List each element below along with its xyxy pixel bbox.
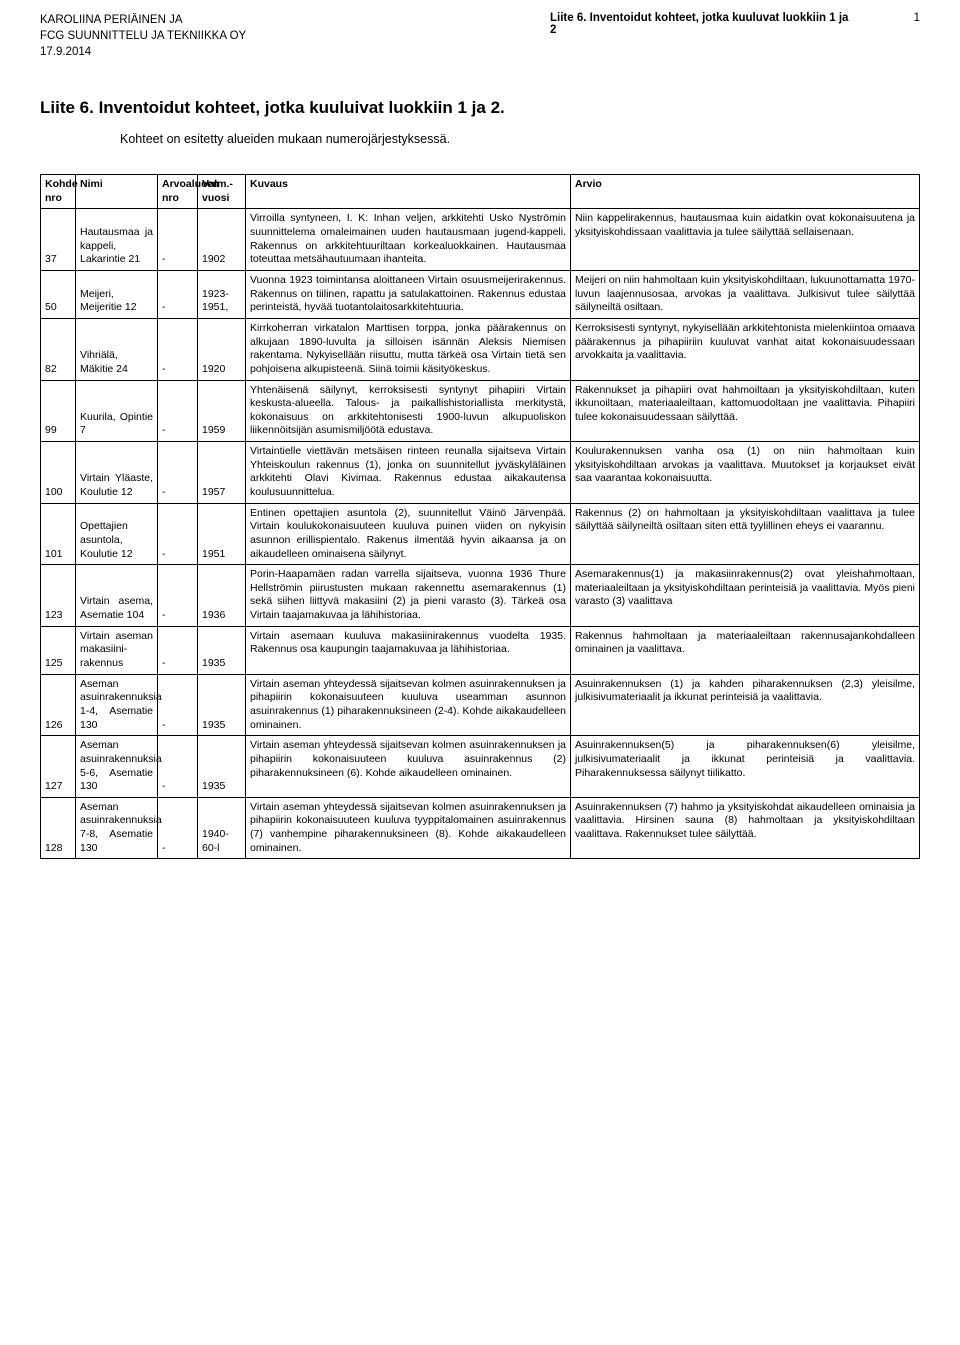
cell-vuosi: 1957 [198,442,246,504]
cell-nimi: Vihriälä, Mäkitie 24 [76,318,158,380]
cell-arvo: - [158,380,198,442]
cell-arvio: Rakennus hahmoltaan ja materiaaleiltaan … [571,626,920,674]
table-row: 126Aseman asuinrakennuksia 1-4, Asematie… [41,674,920,736]
cell-kuvaus: Virtaintielle viettävän metsäisen rintee… [246,442,571,504]
cell-nimi: Kuurila, Opintie 7 [76,380,158,442]
document-page: KAROLIINA PERIÄINEN JA FCG SUUNNITTELU J… [0,0,960,1345]
page-subtitle: Kohteet on esitetty alueiden mukaan nume… [120,132,920,146]
cell-kuvaus: Yhtenäisenä säilynyt, kerroksisesti synt… [246,380,571,442]
table-row: 100Virtain Yläaste, Koulutie 12-1957Virt… [41,442,920,504]
table-row: 123Virtain asema, Asematie 104-1936Porin… [41,565,920,627]
cell-kuvaus: Vuonna 1923 toimintansa aloittaneen Virt… [246,271,571,319]
cell-vuosi: 1935 [198,626,246,674]
table-row: 99Kuurila, Opintie 7-1959Yhtenäisenä säi… [41,380,920,442]
header-author: KAROLIINA PERIÄINEN JA [40,12,246,28]
cell-vuosi: 1923-1951, [198,271,246,319]
col-header-kuvaus: Kuvaus [246,175,571,209]
header-right: Liite 6. Inventoidut kohteet, jotka kuul… [550,12,920,44]
cell-kuvaus: Virtain aseman yhteydessä sijaitsevan ko… [246,736,571,798]
cell-arvio: Meijeri on niin hahmoltaan kuin yksityis… [571,271,920,319]
header-date: 17.9.2014 [40,46,920,58]
cell-kuvaus: Virtain aseman yhteydessä sijaitsevan ko… [246,797,571,859]
cell-vuosi: 1935 [198,736,246,798]
cell-kuvaus: Virroilla syntyneen, I. K: Inhan veljen,… [246,209,571,271]
cell-nimi: Virtain Yläaste, Koulutie 12 [76,442,158,504]
cell-vuosi: 1936 [198,565,246,627]
cell-nro: 128 [41,797,76,859]
cell-kuvaus: Virtain aseman yhteydessä sijaitsevan ko… [246,674,571,736]
cell-arvo: - [158,318,198,380]
cell-arvio: Asuinrakennuksen(5) ja piharakennuksen(6… [571,736,920,798]
cell-vuosi: 1920 [198,318,246,380]
table-body: 37Hautausmaa ja kappeli, Lakarintie 21-1… [41,209,920,859]
cell-arvo: - [158,736,198,798]
table-row: 125Virtain aseman makasiini-rakennus-193… [41,626,920,674]
cell-arvio: Niin kappelirakennus, hautausmaa kuin ai… [571,209,920,271]
header-page-number: 1 [890,12,920,44]
cell-nro: 100 [41,442,76,504]
col-header-vuosi: Valm.-vuosi [198,175,246,209]
cell-nimi: Opettajien asuntola, Koulutie 12 [76,503,158,565]
cell-nimi: Aseman asuinrakennuksia 5-6, Asematie 13… [76,736,158,798]
cell-nro: 126 [41,674,76,736]
cell-kuvaus: Virtain asemaan kuuluva makasiinirakennu… [246,626,571,674]
cell-nimi: Aseman asuinrakennuksia 1-4, Asematie 13… [76,674,158,736]
cell-nimi: Aseman asuinrakennuksia 7-8, Asematie 13… [76,797,158,859]
cell-nro: 37 [41,209,76,271]
cell-arvo: - [158,626,198,674]
cell-nimi: Meijeri, Meijeritie 12 [76,271,158,319]
table-row: 128Aseman asuinrakennuksia 7-8, Asematie… [41,797,920,859]
cell-nimi: Hautausmaa ja kappeli, Lakarintie 21 [76,209,158,271]
cell-arvo: - [158,442,198,504]
table-row: 101Opettajien asuntola, Koulutie 12-1951… [41,503,920,565]
cell-arvo: - [158,797,198,859]
cell-arvo: - [158,674,198,736]
col-header-arvo: Arvoalueen nro [158,175,198,209]
cell-kuvaus: Porin-Haapamäen radan varrella sijaitsev… [246,565,571,627]
cell-nimi: Virtain aseman makasiini-rakennus [76,626,158,674]
cell-nimi: Virtain asema, Asematie 104 [76,565,158,627]
cell-nro: 82 [41,318,76,380]
cell-kuvaus: Kirrkoherran virkatalon Marttisen torppa… [246,318,571,380]
cell-arvio: Kerroksisesti syntynyt, nykyisellään ark… [571,318,920,380]
cell-arvo: - [158,209,198,271]
cell-arvo: - [158,503,198,565]
cell-nro: 127 [41,736,76,798]
table-row: 37Hautausmaa ja kappeli, Lakarintie 21-1… [41,209,920,271]
cell-nro: 101 [41,503,76,565]
cell-nro: 99 [41,380,76,442]
cell-kuvaus: Entinen opettajien asuntola (2), suunnit… [246,503,571,565]
cell-arvio: Koulurakennuksen vanha osa (1) on niin h… [571,442,920,504]
cell-arvio: Rakennukset ja pihapiiri ovat hahmoiltaa… [571,380,920,442]
page-header: KAROLIINA PERIÄINEN JA FCG SUUNNITTELU J… [40,12,920,44]
header-doc-title: Liite 6. Inventoidut kohteet, jotka kuul… [550,12,850,44]
cell-vuosi: 1951 [198,503,246,565]
cell-nro: 125 [41,626,76,674]
header-left: KAROLIINA PERIÄINEN JA FCG SUUNNITTELU J… [40,12,246,44]
cell-arvio: Rakennus (2) on hahmoltaan ja yksityisko… [571,503,920,565]
table-row: 50Meijeri, Meijeritie 12-1923-1951,Vuonn… [41,271,920,319]
cell-nro: 123 [41,565,76,627]
cell-vuosi: 1940-60-l [198,797,246,859]
table-row: 127Aseman asuinrakennuksia 5-6, Asematie… [41,736,920,798]
cell-arvio: Asuinrakennuksen (7) hahmo ja yksityisko… [571,797,920,859]
cell-vuosi: 1902 [198,209,246,271]
cell-vuosi: 1935 [198,674,246,736]
col-header-nro: Kohde nro [41,175,76,209]
cell-vuosi: 1959 [198,380,246,442]
cell-arvo: - [158,271,198,319]
table-header-row: Kohde nro Nimi Arvoalueen nro Valm.-vuos… [41,175,920,209]
col-header-nimi: Nimi [76,175,158,209]
table-row: 82Vihriälä, Mäkitie 24-1920Kirrkoherran … [41,318,920,380]
cell-arvio: Asuinrakennuksen (1) ja kahden piharaken… [571,674,920,736]
cell-arvo: - [158,565,198,627]
cell-arvio: Asemarakennus(1) ja makasiinrakennus(2) … [571,565,920,627]
page-title: Liite 6. Inventoidut kohteet, jotka kuul… [40,98,920,118]
col-header-arvio: Arvio [571,175,920,209]
header-company: FCG SUUNNITTELU JA TEKNIIKKA OY [40,28,246,44]
inventory-table: Kohde nro Nimi Arvoalueen nro Valm.-vuos… [40,174,920,859]
cell-nro: 50 [41,271,76,319]
